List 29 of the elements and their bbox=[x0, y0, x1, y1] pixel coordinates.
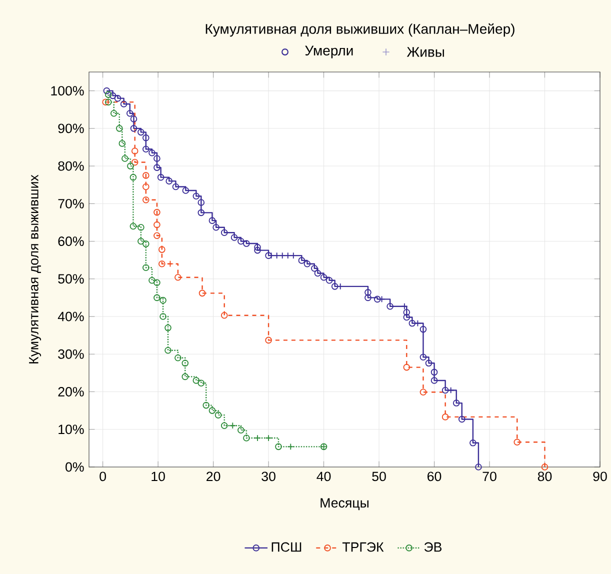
x-tick-label: 10 bbox=[152, 472, 165, 482]
legend-label: ПСШ bbox=[272, 542, 302, 552]
x-tick-label: 90 bbox=[593, 472, 607, 482]
x-tick-label: 60 bbox=[428, 472, 442, 482]
x-tick-label: 0 bbox=[100, 472, 106, 482]
y-tick-label: 70% bbox=[58, 198, 84, 208]
x-tick-label: 80 bbox=[538, 472, 552, 482]
y-tick-label: 90% bbox=[58, 124, 84, 134]
x-tick-label: 20 bbox=[206, 472, 220, 482]
legend-label: ЭВ bbox=[424, 542, 442, 552]
y-tick-label: 40% bbox=[58, 312, 84, 322]
y-tick-label: 30% bbox=[58, 349, 84, 359]
x-axis-title: Месяцы bbox=[320, 498, 368, 510]
y-tick-label: 60% bbox=[58, 236, 84, 246]
y-tick-label: 50% bbox=[58, 274, 84, 284]
chart-title: Кумулятивная доля выживших (Каплан–Мейер) bbox=[206, 23, 514, 37]
x-tick-label: 40 bbox=[316, 472, 331, 482]
text: Умерли bbox=[305, 46, 353, 58]
x-tick-label: 70 bbox=[482, 472, 496, 482]
y-tick-label: 10% bbox=[58, 424, 84, 434]
y-tick-label: 80% bbox=[58, 161, 84, 171]
y-axis-title: Кумулятивная доля выживших bbox=[29, 174, 42, 364]
text: Живы bbox=[406, 47, 444, 57]
y-tick-label: 0% bbox=[66, 462, 84, 472]
y-tick-label: 20% bbox=[58, 387, 84, 396]
x-tick-label: 30 bbox=[262, 472, 276, 482]
x-tick-label: 50 bbox=[372, 472, 386, 482]
legend-label: ТРГЭК bbox=[342, 542, 384, 552]
y-tick-label: 100% bbox=[51, 86, 84, 96]
